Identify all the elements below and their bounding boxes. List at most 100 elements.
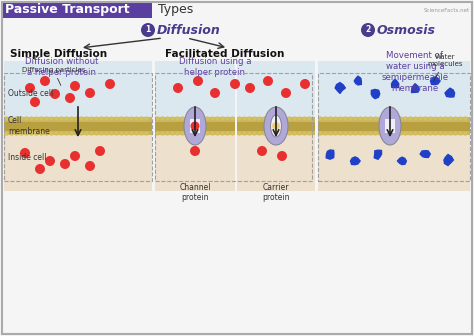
Bar xyxy=(190,119,200,133)
Circle shape xyxy=(262,131,267,136)
Circle shape xyxy=(348,116,353,121)
Circle shape xyxy=(333,116,337,121)
Circle shape xyxy=(378,131,383,136)
Circle shape xyxy=(257,131,262,136)
Circle shape xyxy=(9,116,14,121)
Circle shape xyxy=(40,76,50,86)
Bar xyxy=(4,73,152,181)
Bar xyxy=(4,130,152,135)
Text: 2: 2 xyxy=(365,26,371,35)
Circle shape xyxy=(74,131,79,136)
Circle shape xyxy=(225,116,230,121)
Circle shape xyxy=(104,131,109,136)
Circle shape xyxy=(55,131,59,136)
Circle shape xyxy=(64,116,69,121)
Polygon shape xyxy=(392,79,399,88)
Circle shape xyxy=(252,116,257,121)
Circle shape xyxy=(433,131,438,136)
Circle shape xyxy=(210,131,215,136)
Circle shape xyxy=(193,76,203,86)
Circle shape xyxy=(155,116,160,121)
Circle shape xyxy=(403,131,408,136)
Circle shape xyxy=(443,131,448,136)
Circle shape xyxy=(403,116,408,121)
Circle shape xyxy=(378,116,383,121)
Circle shape xyxy=(247,116,252,121)
Circle shape xyxy=(14,131,18,136)
Circle shape xyxy=(190,131,195,136)
Circle shape xyxy=(180,131,185,136)
Circle shape xyxy=(388,116,392,121)
Circle shape xyxy=(323,131,328,136)
Circle shape xyxy=(109,116,114,121)
Circle shape xyxy=(55,116,59,121)
Text: Facilitated Diffusion: Facilitated Diffusion xyxy=(165,49,284,59)
Circle shape xyxy=(358,116,363,121)
Circle shape xyxy=(237,116,242,121)
Bar xyxy=(4,122,152,126)
Circle shape xyxy=(257,116,262,121)
Bar xyxy=(155,126,235,130)
Circle shape xyxy=(94,131,99,136)
Circle shape xyxy=(109,131,114,136)
Circle shape xyxy=(95,146,105,156)
Bar xyxy=(318,126,470,130)
Circle shape xyxy=(124,131,129,136)
Circle shape xyxy=(19,116,24,121)
Circle shape xyxy=(277,116,282,121)
Circle shape xyxy=(191,122,200,130)
Polygon shape xyxy=(398,157,406,165)
Circle shape xyxy=(413,131,418,136)
Circle shape xyxy=(35,164,45,174)
Bar xyxy=(318,122,470,126)
Circle shape xyxy=(141,23,155,37)
Circle shape xyxy=(49,116,54,121)
Circle shape xyxy=(45,156,55,166)
Circle shape xyxy=(323,116,328,121)
Circle shape xyxy=(448,116,453,121)
Ellipse shape xyxy=(271,115,282,137)
Circle shape xyxy=(215,116,220,121)
Circle shape xyxy=(374,131,378,136)
Polygon shape xyxy=(326,150,334,159)
Polygon shape xyxy=(335,83,346,93)
Text: Types: Types xyxy=(154,3,193,16)
Circle shape xyxy=(44,116,49,121)
Circle shape xyxy=(119,131,124,136)
Text: 1: 1 xyxy=(146,26,151,35)
Circle shape xyxy=(267,131,272,136)
Circle shape xyxy=(155,131,160,136)
Circle shape xyxy=(361,23,375,37)
Circle shape xyxy=(99,116,104,121)
Circle shape xyxy=(428,116,433,121)
Circle shape xyxy=(297,116,301,121)
Circle shape xyxy=(44,131,49,136)
Bar xyxy=(237,126,315,130)
Circle shape xyxy=(79,131,84,136)
Circle shape xyxy=(19,131,24,136)
Bar xyxy=(237,117,315,122)
Circle shape xyxy=(438,116,443,121)
Circle shape xyxy=(160,131,164,136)
Ellipse shape xyxy=(184,107,206,145)
Circle shape xyxy=(39,116,44,121)
Circle shape xyxy=(144,116,149,121)
Circle shape xyxy=(99,131,104,136)
Circle shape xyxy=(34,131,39,136)
Circle shape xyxy=(129,116,134,121)
Circle shape xyxy=(398,116,403,121)
Circle shape xyxy=(247,131,252,136)
Circle shape xyxy=(205,131,210,136)
Text: Diffusion using a
helper protein: Diffusion using a helper protein xyxy=(179,57,251,77)
Polygon shape xyxy=(444,155,454,166)
Text: ScienceFacts.net: ScienceFacts.net xyxy=(424,7,470,12)
Circle shape xyxy=(358,131,363,136)
Circle shape xyxy=(225,131,230,136)
Circle shape xyxy=(114,131,118,136)
Bar xyxy=(4,61,152,117)
Circle shape xyxy=(124,116,129,121)
Circle shape xyxy=(307,116,312,121)
Circle shape xyxy=(29,131,34,136)
Circle shape xyxy=(408,116,413,121)
Bar xyxy=(155,73,312,181)
